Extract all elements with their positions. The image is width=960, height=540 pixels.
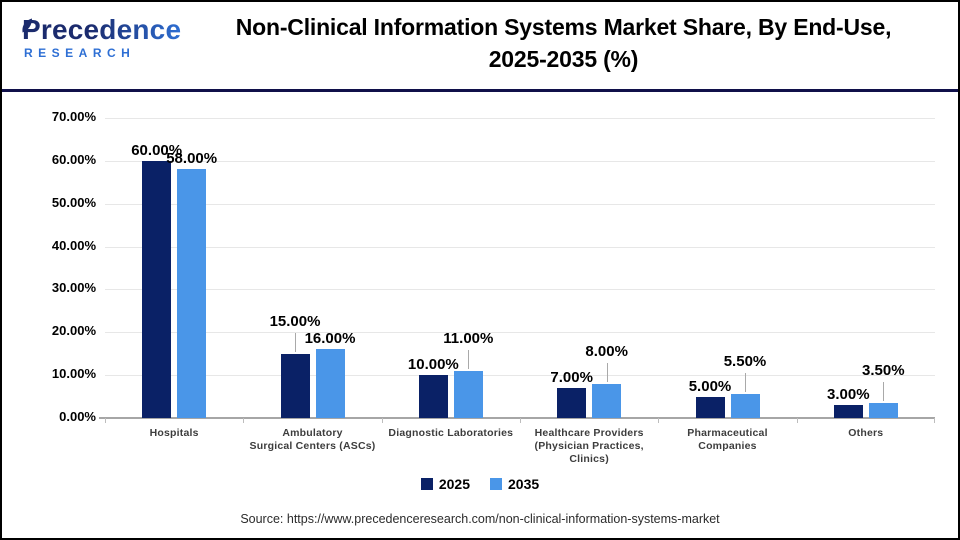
y-tick-label-70: 70.00%	[51, 109, 96, 124]
bar-2025-2	[418, 375, 448, 418]
x-axis-line	[99, 417, 935, 419]
leader-line-2035-2	[468, 349, 470, 369]
legend-swatch-2025	[420, 478, 433, 490]
chart-title: Non-Clinical Information Systems Market …	[177, 11, 950, 75]
leader-line-2035-4	[745, 373, 746, 393]
legend-swatch-2035	[490, 478, 502, 490]
category-label-5: Others	[797, 427, 935, 440]
chart-title-line2: 2025-2035 (%)	[488, 46, 639, 72]
category-label-line: (Physician Practices,	[534, 440, 644, 452]
gridline-30	[105, 289, 935, 291]
logo-subtext: RESEARCH	[24, 46, 136, 60]
precedence-research-logo: Precedence RESEARCH	[22, 15, 182, 60]
x-axis-tick	[381, 418, 383, 423]
gridline-20	[105, 332, 935, 334]
data-label-2035-0: 58.00%	[166, 150, 218, 168]
data-label-2035-5: 3.50%	[862, 362, 905, 379]
data-label-2035-4: 5.50%	[723, 353, 767, 371]
data-label-2025-5: 3.00%	[827, 386, 870, 404]
category-label-1: Ambulatory Surgical Centers (ASCs)	[243, 427, 381, 453]
y-tick-label-40: 40.00%	[51, 237, 96, 253]
source-note: Source: https://www.precedenceresearch.c…	[240, 512, 720, 526]
bar-2035-0	[177, 169, 207, 418]
y-tick-label-10: 10.00%	[51, 366, 96, 382]
logo-wordmark-text: Precedence	[22, 14, 182, 45]
category-label-4: Pharmaceutical Companies	[658, 427, 796, 453]
data-label-2025-0: 60.00%	[131, 141, 183, 159]
bar-2035-2	[453, 370, 483, 418]
gridline-10	[105, 375, 935, 377]
leader-line-2035-3	[606, 362, 608, 382]
category-label-3: Healthcare Providers (Physician Practices…	[520, 427, 658, 466]
category-label-2: Diagnostic Laboratories	[382, 427, 520, 440]
category-label-line: Ambulatory	[282, 427, 343, 439]
y-axis-labels: 0.00% 10.00% 20.00% 30.00% 40.00% 50.00% 60.00…	[2, 109, 96, 424]
header: Precedence RESEARCH Non-Clinical Informa…	[2, 2, 958, 92]
bar-2025-3	[557, 388, 587, 418]
data-label-2035-1: 16.00%	[304, 330, 356, 348]
y-tick-label-20: 20.00%	[51, 323, 96, 339]
y-tick-label-60: 60.00%	[51, 151, 96, 167]
leaf-icon	[20, 9, 33, 39]
chart-title-line1: Non-Clinical Information Systems Market …	[235, 14, 892, 40]
bar-2035-1	[315, 349, 345, 418]
legend: 2025 2035	[2, 476, 958, 492]
bar-2025-4	[695, 396, 725, 418]
legend-label-2025: 2025	[438, 476, 470, 492]
leader-line-2025-1	[295, 332, 296, 352]
plot-area: 60.00% 58.00% 15.00% 16.00% 10.00% 11.00% 7.00…	[99, 118, 935, 423]
category-label-line: Others	[848, 427, 884, 439]
logo-wordmark: Precedence	[22, 15, 182, 45]
data-label-2025-3: 7.00%	[550, 369, 593, 386]
legend-label-2035: 2035	[508, 476, 540, 492]
category-label-line: Clinics)	[569, 453, 609, 465]
gridline-70	[105, 118, 935, 119]
x-axis-tick	[243, 418, 245, 423]
y-tick-label-50: 50.00%	[51, 194, 96, 210]
y-tick-label-0: 0.00%	[59, 409, 96, 424]
data-label-2025-1: 15.00%	[269, 312, 321, 330]
bar-2025-0	[142, 160, 172, 418]
legend-item-2035: 2035	[490, 476, 539, 492]
x-axis-tick	[934, 418, 935, 423]
legend-item-2025: 2025	[420, 476, 470, 492]
data-label-2025-4: 5.00%	[688, 377, 732, 395]
data-label-2035-2: 11.00%	[443, 329, 494, 347]
x-axis-tick	[796, 418, 798, 423]
data-label-2025-2: 10.00%	[407, 356, 459, 374]
category-label-line: Companies	[698, 440, 757, 452]
category-label-line: Healthcare Providers	[534, 427, 644, 439]
category-label-line: Surgical Centers (ASCs)	[249, 440, 376, 452]
data-label-2035-3: 8.00%	[585, 342, 628, 360]
x-axis-tick	[105, 418, 106, 423]
y-tick-label-30: 30.00%	[51, 280, 96, 296]
x-axis-category-labels: Hospitals Ambulatory Surgical Centers (ASC…	[105, 427, 935, 473]
bar-2025-5	[833, 405, 863, 418]
leader-line-2035-5	[883, 382, 885, 401]
bar-2025-1	[280, 353, 310, 418]
category-label-0: Hospitals	[105, 427, 243, 440]
gridline-50	[105, 203, 935, 205]
x-axis-tick	[520, 418, 521, 423]
bar-2035-5	[868, 403, 898, 418]
category-label-line: Pharmaceutical	[687, 427, 768, 439]
x-axis-tick	[658, 418, 660, 423]
bar-2035-4	[730, 394, 760, 418]
gridline-60	[105, 160, 935, 162]
gridline-40	[105, 246, 935, 248]
bar-2035-3	[592, 383, 622, 418]
category-label-line: Diagnostic Laboratories	[388, 427, 514, 439]
category-label-line: Hospitals	[149, 427, 199, 439]
